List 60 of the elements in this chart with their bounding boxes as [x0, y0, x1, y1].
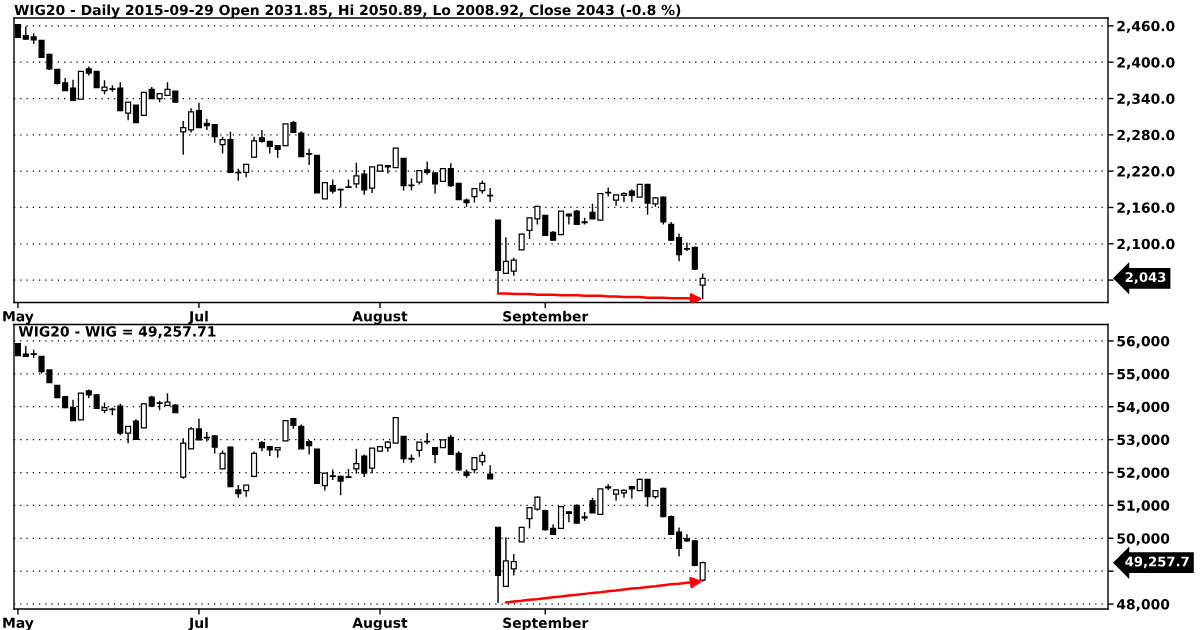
x-tick-label: May: [3, 617, 34, 630]
y-tick-label: 48,000: [1116, 599, 1170, 612]
y-tick-label: 2,280.0: [1117, 129, 1175, 143]
candlestick: [628, 484, 635, 500]
candlestick: [668, 221, 675, 242]
y-tick-label: 53,000: [1117, 434, 1170, 447]
y-tick-label: 50,000: [1117, 533, 1170, 546]
y-tick-label: 2,400.0: [1117, 57, 1175, 70]
x-tick-label: August: [352, 617, 408, 630]
candlestick: [510, 257, 517, 277]
y-tick-label: 51,000: [1117, 500, 1170, 513]
x-tick-label: May: [3, 311, 34, 325]
candlestick: [211, 123, 218, 144]
candlestick: [22, 345, 29, 358]
y-tick-label: 2,160.0: [1117, 202, 1175, 215]
candlestick: [69, 399, 77, 422]
candlestick: [306, 148, 313, 166]
candlestick: [298, 423, 305, 450]
x-tick-label: Jul: [188, 310, 208, 325]
candlestick: [211, 434, 218, 455]
x-tick-label: September: [503, 310, 589, 325]
candlestick: [203, 431, 210, 443]
y-tick-label: 56,000: [1117, 335, 1170, 349]
candlestick: [557, 210, 565, 236]
candlestick: [353, 161, 360, 189]
x-tick-label: August: [352, 311, 408, 325]
y-tick-label: 2,100.0: [1117, 238, 1175, 252]
chart-title: WIG20 - WIG = 49,257.71: [18, 326, 216, 339]
y-tick-label: 52,000: [1117, 467, 1170, 480]
candlestick: [353, 448, 360, 475]
candlestick: [195, 102, 203, 129]
text: 2,043: [1125, 272, 1166, 284]
x-tick-label: Jul: [188, 617, 208, 630]
y-tick-label: 2,340.0: [1117, 93, 1175, 106]
candlestick: [565, 510, 572, 523]
y-tick-label: 2,220.0: [1117, 166, 1175, 179]
text: 49,257.7: [1125, 556, 1189, 569]
candlestick: [392, 147, 399, 169]
candlestick: [565, 212, 572, 226]
candlestick: [361, 453, 368, 478]
candlestick: [502, 236, 509, 275]
x-tick-label: September: [503, 617, 589, 630]
y-tick-label: 55,000: [1117, 368, 1170, 382]
candlestick: [455, 450, 462, 472]
candlestick: [510, 553, 517, 577]
candlestick: [298, 130, 305, 158]
candlestick: [250, 135, 258, 159]
candlestick: [487, 187, 494, 203]
y-tick-label: 2,460.0: [1117, 20, 1175, 34]
candlestick: [542, 214, 549, 236]
candlestick: [675, 232, 683, 263]
candlestick: [675, 526, 683, 558]
candlestick: [369, 166, 376, 194]
candlestick: [117, 81, 124, 112]
y-tick-label: 54,000: [1117, 401, 1170, 414]
candlestick: [620, 191, 628, 203]
candlestick: [384, 164, 391, 175]
candlestick: [188, 107, 195, 134]
candlestick: [125, 101, 132, 121]
chart-title: WIG20 - Daily 2015-09-29 Open 2031.85, Hi 2050.89, Lo 2008.92, Close 2043 (-0.8 %): [14, 4, 681, 18]
